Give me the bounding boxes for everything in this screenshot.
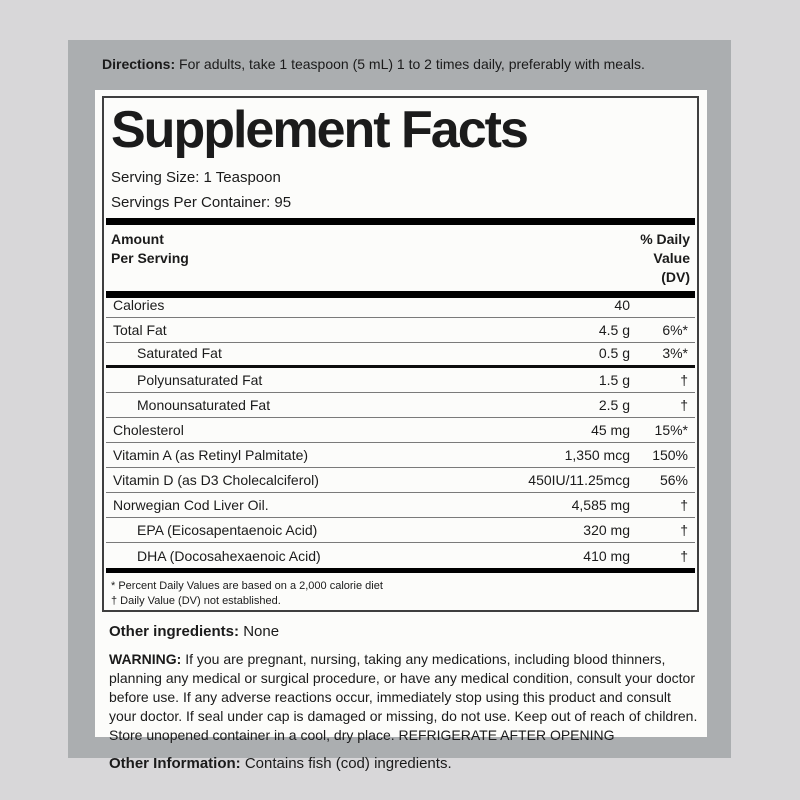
amount-value: 450IU/11.25mcg <box>528 472 630 488</box>
amount-value: 1.5 g <box>598 372 630 388</box>
nutrient-label: Saturated Fat <box>137 345 222 361</box>
dv-value: 6%* <box>662 322 688 338</box>
table-row-saturated-fat: Saturated Fat 0.5 g 3%* <box>106 343 695 368</box>
supplement-facts-title: Supplement Facts <box>111 101 529 159</box>
amount-value: 45 mg <box>591 422 630 438</box>
footnote-percent-dv: * Percent Daily Values are based on a 2,… <box>111 580 383 592</box>
header-dv-line2: Value <box>653 250 690 266</box>
directions-label: Directions: <box>102 56 176 72</box>
serving-size: Serving Size: 1 Teaspoon <box>111 169 281 186</box>
table-row-total-fat: Total Fat 4.5 g 6%* <box>106 318 695 343</box>
other-ingredients-label: Other ingredients: <box>109 623 240 640</box>
daily-value-header: % Daily Value (DV) <box>640 230 690 289</box>
amount-value: 40 <box>614 297 630 313</box>
other-information: Other Information: Contains fish (cod) i… <box>109 755 698 772</box>
label-panel: Supplement Facts Serving Size: 1 Teaspoo… <box>95 90 707 772</box>
amount-value: 4.5 g <box>598 322 630 338</box>
thick-rule-header-bottom <box>106 291 695 298</box>
dv-value: † <box>680 372 688 388</box>
label-lower-text: Other ingredients: None WARNING: If you … <box>102 623 699 772</box>
amount-per-serving-header: Amount Per Serving <box>111 230 189 289</box>
amount-value: 1,350 mcg <box>564 447 630 463</box>
other-information-value: Contains fish (cod) ingredients. <box>244 755 452 772</box>
amount-value: 0.5 g <box>598 345 630 361</box>
dv-value: † <box>680 522 688 538</box>
thick-rule-bottom <box>106 568 695 573</box>
directions-text: Directions: For adults, take 1 teaspoon … <box>102 55 712 73</box>
table-row-vitamin-a: Vitamin A (as Retinyl Palmitate) 1,350 m… <box>106 443 695 468</box>
facts-table: Calories 40 Total Fat 4.5 g 6%* Saturate… <box>104 297 697 568</box>
servings-per-container: Servings Per Container: 95 <box>111 194 292 211</box>
other-ingredients: Other ingredients: None <box>109 623 698 640</box>
supplement-facts-box: Supplement Facts Serving Size: 1 Teaspoo… <box>102 96 699 612</box>
table-row-calories: Calories 40 <box>106 297 695 318</box>
amount-value: 410 mg <box>583 548 630 564</box>
other-ingredients-value: None <box>243 623 280 640</box>
nutrient-label: Total Fat <box>113 322 167 338</box>
header-amount-line2: Per Serving <box>111 250 189 266</box>
header-amount-line1: Amount <box>111 231 164 247</box>
table-row-vitamin-d: Vitamin D (as D3 Cholecalciferol) 450IU/… <box>106 468 695 493</box>
warning-body: If you are pregnant, nursing, taking any… <box>109 651 698 743</box>
directions-body: For adults, take 1 teaspoon (5 mL) 1 to … <box>179 56 645 72</box>
dv-value: † <box>680 497 688 513</box>
dv-value: 150% <box>652 447 688 463</box>
table-row-monounsaturated-fat: Monounsaturated Fat 2.5 g † <box>106 393 695 418</box>
footnote-dagger: † Daily Value (DV) not established. <box>111 595 281 607</box>
thick-rule-top <box>106 218 695 225</box>
dv-value: 56% <box>659 472 688 488</box>
amount-value: 4,585 mg <box>571 497 630 513</box>
nutrient-label: Calories <box>113 297 165 313</box>
dv-value: 15%* <box>654 422 688 438</box>
table-row-cholesterol: Cholesterol 45 mg 15%* <box>106 418 695 443</box>
amount-value: 2.5 g <box>598 397 630 413</box>
label-frame: Directions: For adults, take 1 teaspoon … <box>68 40 731 772</box>
nutrient-label: Vitamin A (as Retinyl Palmitate) <box>113 447 309 463</box>
footnotes: * Percent Daily Values are based on a 2,… <box>104 573 697 609</box>
dv-value: † <box>680 548 688 564</box>
dv-value: † <box>680 397 688 413</box>
warning-text: WARNING: If you are pregnant, nursing, t… <box>109 650 698 745</box>
nutrient-label: EPA (Eicosapentaenoic Acid) <box>137 522 318 538</box>
table-row-dha: DHA (Docosahexaenoic Acid) 410 mg † <box>106 543 695 568</box>
nutrient-label: DHA (Docosahexaenoic Acid) <box>137 548 321 564</box>
header-dv-line1: % Daily <box>640 231 690 247</box>
nutrient-label: Polyunsaturated Fat <box>137 372 263 388</box>
warning-label: WARNING: <box>109 651 182 667</box>
facts-column-header: Amount Per Serving % Daily Value (DV) <box>104 225 697 289</box>
header-dv-line3: (DV) <box>661 269 690 285</box>
nutrient-label: Vitamin D (as D3 Cholecalciferol) <box>113 472 319 488</box>
amount-value: 320 mg <box>583 522 630 538</box>
table-row-epa: EPA (Eicosapentaenoic Acid) 320 mg † <box>106 518 695 543</box>
nutrient-label: Cholesterol <box>113 422 184 438</box>
nutrient-label: Norwegian Cod Liver Oil. <box>113 497 269 513</box>
other-information-label: Other Information: <box>109 755 241 772</box>
nutrient-label: Monounsaturated Fat <box>137 397 271 413</box>
table-row-polyunsaturated-fat: Polyunsaturated Fat 1.5 g † <box>106 368 695 393</box>
dv-value: 3%* <box>662 345 688 361</box>
table-row-cod-liver-oil: Norwegian Cod Liver Oil. 4,585 mg † <box>106 493 695 518</box>
